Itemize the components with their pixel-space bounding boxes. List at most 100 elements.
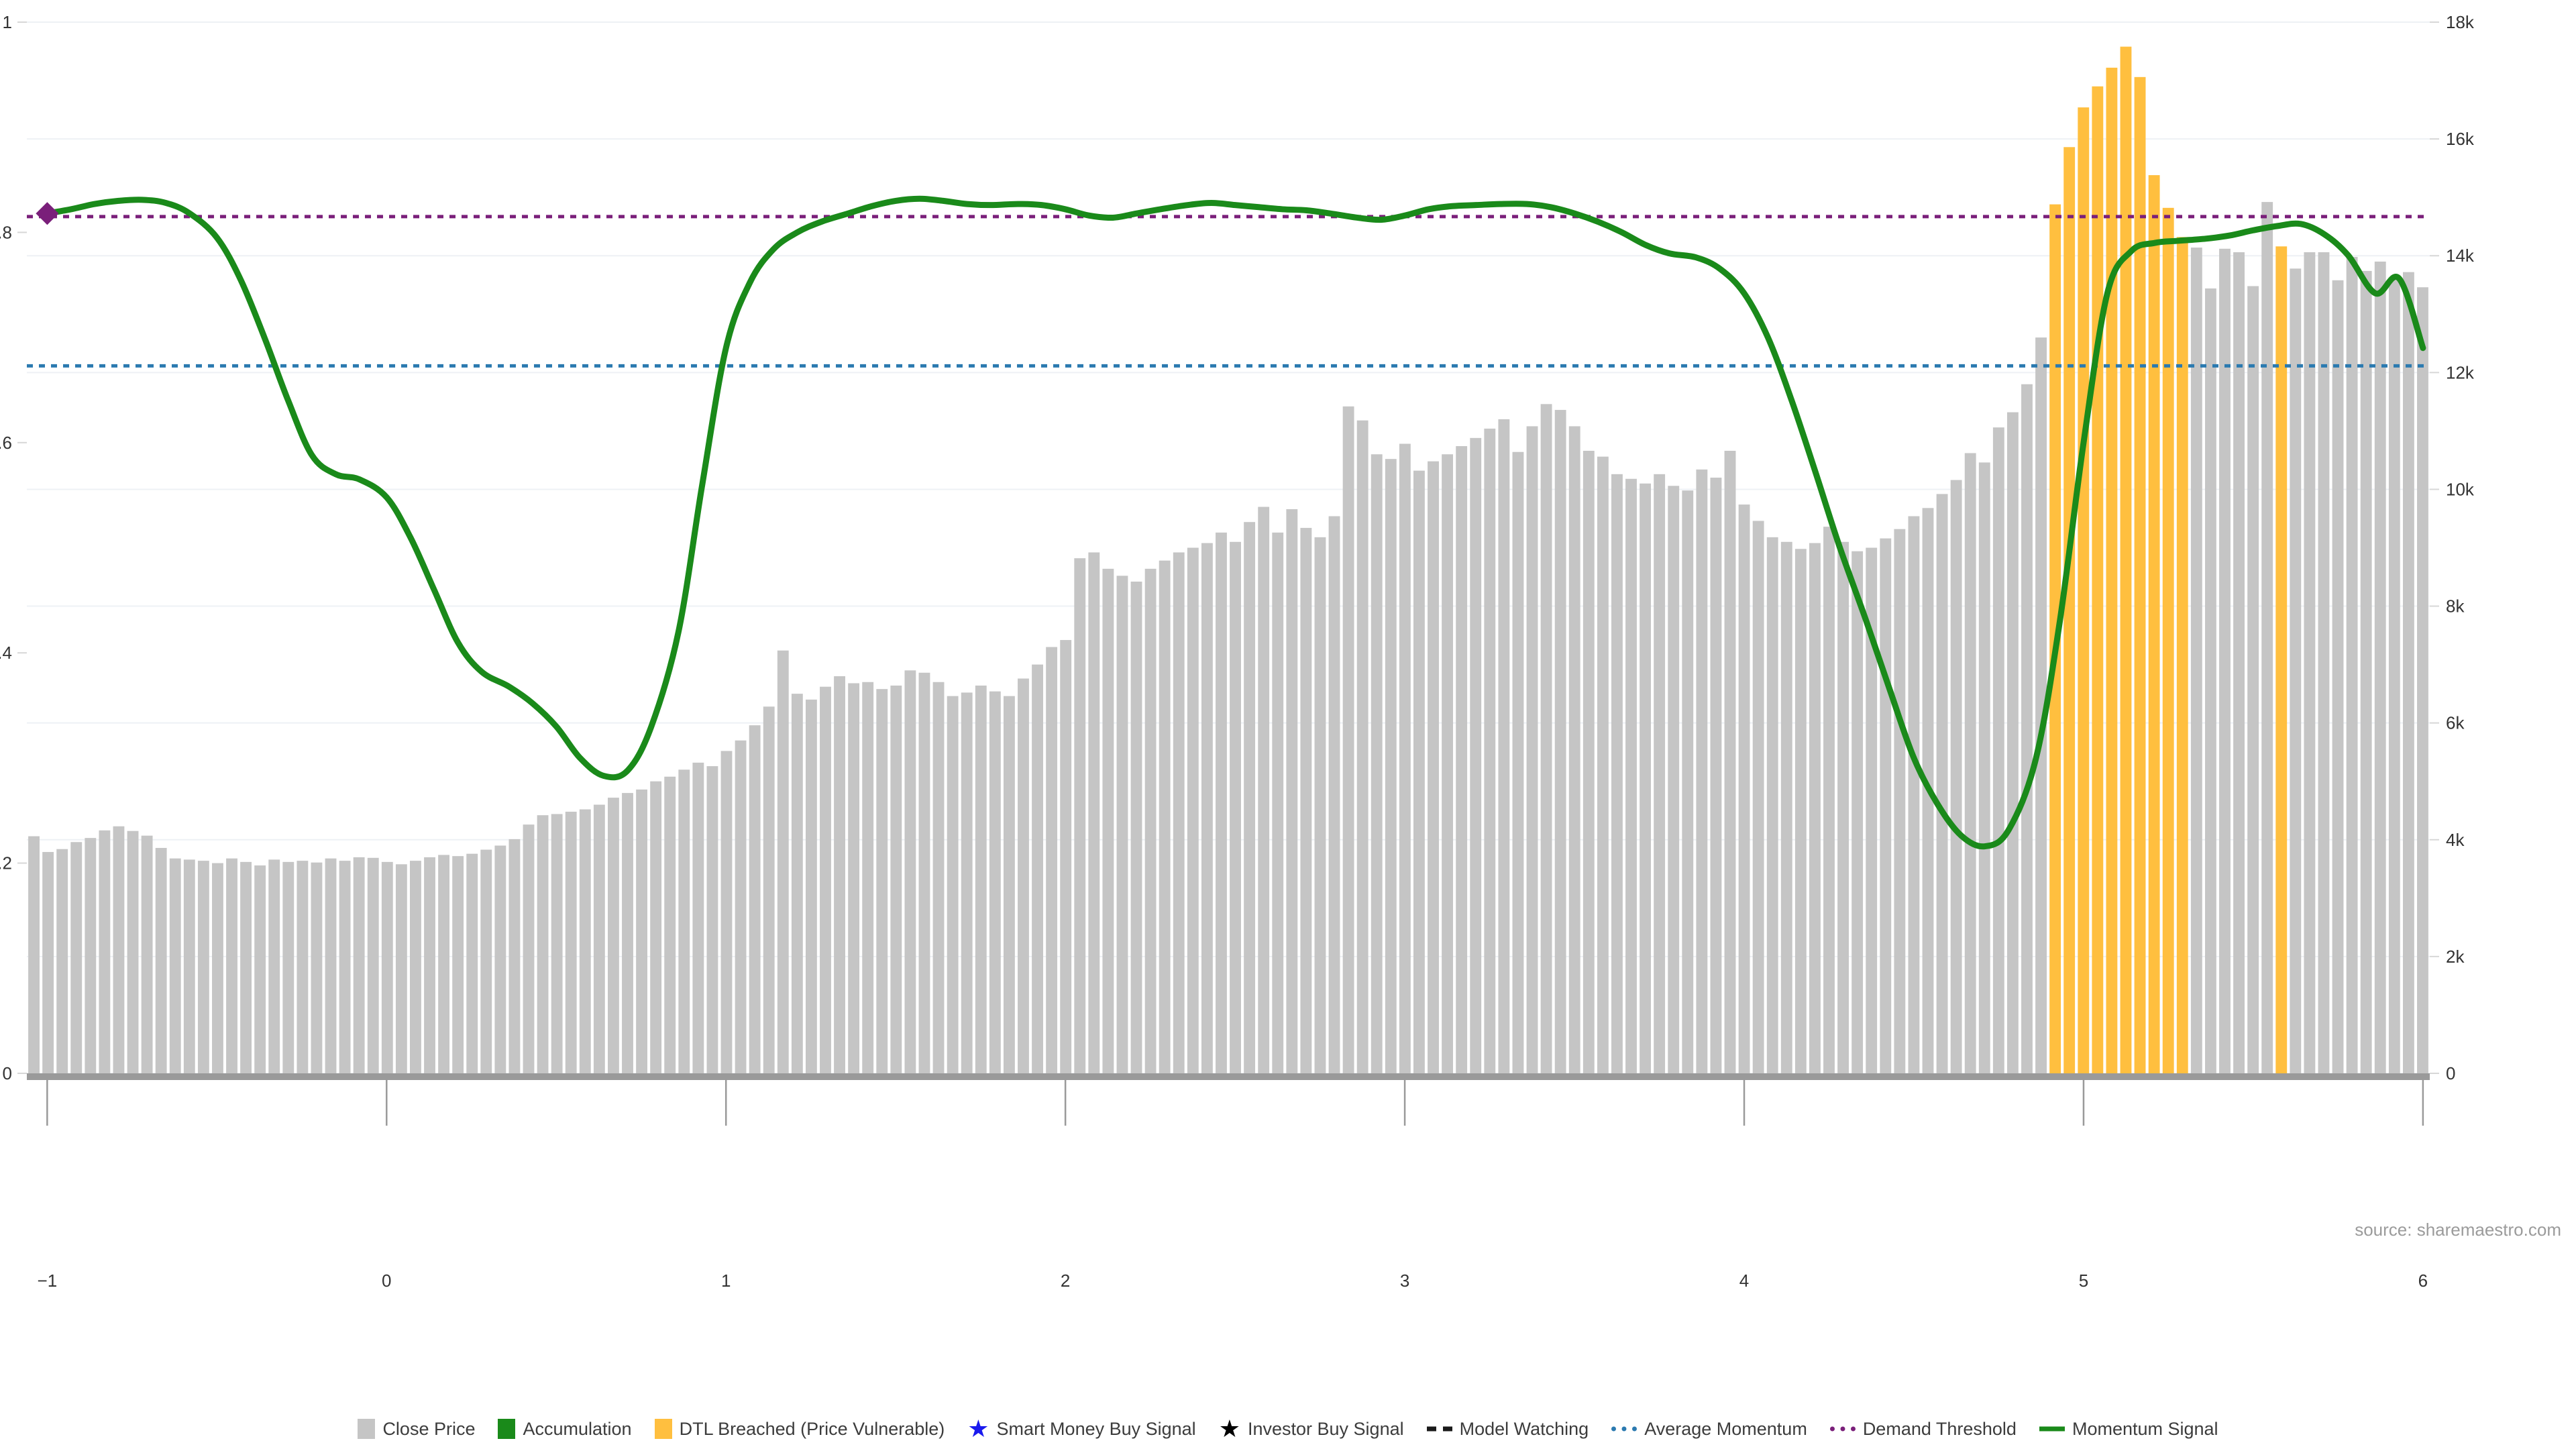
bar-close-price[interactable] (1936, 494, 1948, 1073)
legend-item[interactable]: Model Watching (1426, 1419, 1589, 1440)
bar-close-price[interactable] (494, 845, 506, 1073)
bar-close-price[interactable] (636, 789, 647, 1073)
bar-close-price[interactable] (466, 853, 478, 1073)
bar-close-price[interactable] (1032, 664, 1043, 1073)
bar-close-price[interactable] (1003, 696, 1015, 1073)
bar-close-price[interactable] (1371, 454, 1383, 1073)
bar-close-price[interactable] (452, 856, 464, 1073)
bar-close-price[interactable] (297, 861, 309, 1073)
bar-close-price[interactable] (523, 824, 535, 1073)
bar-close-price[interactable] (1880, 538, 1892, 1073)
legend-item[interactable]: ★ Investor Buy Signal (1219, 1417, 1404, 1441)
bar-close-price[interactable] (1823, 527, 1835, 1073)
bar-close-price[interactable] (1018, 678, 1029, 1074)
bar-close-price[interactable] (155, 847, 167, 1073)
bar-close-price[interactable] (2374, 261, 2386, 1074)
bar-close-price[interactable] (353, 857, 365, 1073)
bar-close-price[interactable] (848, 683, 860, 1073)
bar-close-price[interactable] (834, 676, 845, 1073)
bar-close-price[interactable] (1682, 490, 1694, 1073)
bar-close-price[interactable] (2247, 286, 2259, 1073)
bar-close-price[interactable] (1413, 470, 1425, 1073)
bar-close-price[interactable] (918, 672, 930, 1073)
bar-close-price[interactable] (2035, 337, 2047, 1074)
bar-close-price[interactable] (99, 830, 111, 1073)
bar-close-price[interactable] (2402, 272, 2414, 1074)
bar-dtl-breached[interactable] (2063, 147, 2076, 1073)
bar-close-price[interactable] (1300, 527, 1312, 1073)
bar-close-price[interactable] (777, 650, 789, 1073)
bar-close-price[interactable] (1399, 443, 1411, 1073)
bar-close-price[interactable] (763, 706, 775, 1073)
bar-close-price[interactable] (212, 863, 223, 1073)
bar-close-price[interactable] (28, 836, 40, 1073)
bar-close-price[interactable] (169, 858, 181, 1073)
bar-close-price[interactable] (1978, 462, 1990, 1073)
bar-close-price[interactable] (1640, 483, 1652, 1073)
bar-close-price[interactable] (311, 862, 323, 1073)
bar-close-price[interactable] (975, 685, 987, 1073)
bar-close-price[interactable] (240, 861, 252, 1073)
bar-close-price[interactable] (1046, 647, 1058, 1073)
bar-close-price[interactable] (1272, 532, 1284, 1073)
bar-close-price[interactable] (749, 725, 761, 1073)
bar-dtl-breached[interactable] (2134, 76, 2146, 1074)
bar-close-price[interactable] (2388, 278, 2400, 1073)
bar-close-price[interactable] (1597, 456, 1609, 1073)
bar-close-price[interactable] (1794, 549, 1807, 1073)
bar-close-price[interactable] (820, 686, 831, 1073)
bar-close-price[interactable] (876, 689, 888, 1073)
bar-close-price[interactable] (127, 830, 139, 1073)
bar-close-price[interactable] (508, 839, 521, 1073)
bar-close-price[interactable] (565, 811, 577, 1073)
bar-close-price[interactable] (381, 861, 393, 1073)
bar-close-price[interactable] (1654, 474, 1666, 1073)
bar-close-price[interactable] (622, 793, 633, 1073)
bar-close-price[interactable] (862, 682, 874, 1073)
bar-close-price[interactable] (2318, 252, 2330, 1073)
bar-close-price[interactable] (2233, 252, 2245, 1073)
bar-close-price[interactable] (1780, 541, 1792, 1073)
bar-close-price[interactable] (1724, 450, 1736, 1073)
bar-close-price[interactable] (1554, 410, 1566, 1073)
bar-close-price[interactable] (1625, 478, 1637, 1073)
bar-close-price[interactable] (2204, 288, 2216, 1074)
bar-close-price[interactable] (113, 826, 125, 1073)
bar-close-price[interactable] (1540, 404, 1552, 1073)
bar-close-price[interactable] (1866, 547, 1878, 1074)
bar-close-price[interactable] (480, 849, 492, 1073)
bar-close-price[interactable] (282, 861, 294, 1073)
bar-close-price[interactable] (2417, 287, 2428, 1074)
bar-close-price[interactable] (1314, 537, 1326, 1073)
bar-close-price[interactable] (1442, 454, 1454, 1073)
bar-close-price[interactable] (720, 751, 733, 1073)
bar-close-price[interactable] (56, 849, 68, 1073)
bar-close-price[interactable] (2304, 252, 2316, 1073)
bar-close-price[interactable] (1342, 406, 1354, 1073)
bar-close-price[interactable] (890, 685, 902, 1073)
bar-close-price[interactable] (2346, 256, 2358, 1074)
bar-close-price[interactable] (1428, 461, 1439, 1073)
bar-close-price[interactable] (551, 814, 563, 1073)
bar-close-price[interactable] (1950, 480, 1962, 1073)
bar-close-price[interactable] (141, 835, 153, 1073)
legend-item[interactable]: Demand Threshold (1829, 1419, 2017, 1440)
bar-close-price[interactable] (904, 670, 916, 1073)
bar-close-price[interactable] (1258, 506, 1270, 1073)
bar-close-price[interactable] (1582, 450, 1595, 1073)
bar-close-price[interactable] (85, 838, 97, 1073)
bar-close-price[interactable] (537, 815, 549, 1073)
bar-close-price[interactable] (1356, 420, 1368, 1073)
bar-close-price[interactable] (2219, 248, 2231, 1073)
bar-close-price[interactable] (1244, 522, 1256, 1073)
bar-dtl-breached[interactable] (2176, 237, 2188, 1073)
bar-close-price[interactable] (395, 864, 407, 1073)
bar-close-price[interactable] (735, 740, 747, 1073)
bar-close-price[interactable] (1286, 509, 1298, 1073)
bar-close-price[interactable] (268, 859, 280, 1073)
legend-item[interactable]: DTL Breached (Price Vulnerable) (654, 1419, 945, 1440)
bar-close-price[interactable] (608, 798, 619, 1073)
bar-close-price[interactable] (947, 696, 959, 1073)
bar-close-price[interactable] (339, 861, 351, 1073)
bar-close-price[interactable] (2332, 280, 2344, 1073)
